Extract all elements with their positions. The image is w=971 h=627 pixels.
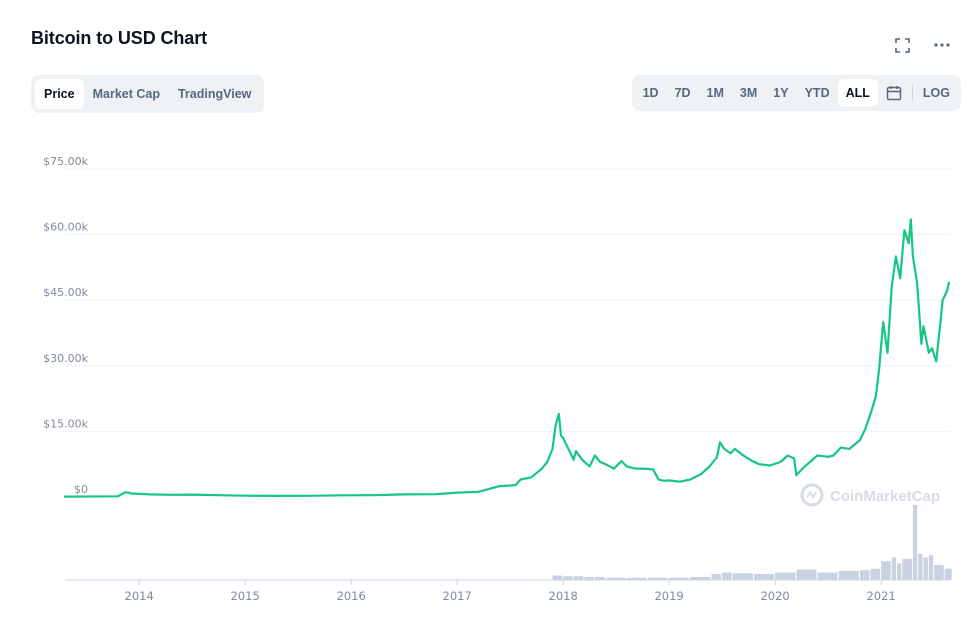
log-scale-toggle[interactable]: LOG	[922, 86, 950, 100]
time-range-selector: 1D 7D 1M 3M 1Y YTD ALL LOG	[631, 75, 961, 111]
range-all[interactable]: ALL	[837, 79, 878, 107]
chart-type-tabs: Price Market Cap TradingView	[31, 75, 265, 113]
volume-bar	[817, 572, 838, 580]
volume-bar	[923, 557, 928, 580]
volume-bar	[669, 577, 690, 580]
range-1d[interactable]: 1D	[642, 86, 659, 100]
range-1m[interactable]: 1M	[706, 86, 724, 100]
volume-bar	[796, 569, 817, 580]
range-divider	[911, 85, 913, 101]
y-tick-label: $30.00k	[43, 352, 88, 365]
volume-bar	[753, 574, 775, 580]
x-tick-label: 2021	[866, 589, 895, 603]
range-1y[interactable]: 1Y	[773, 86, 789, 100]
volume-bar	[711, 574, 722, 580]
range-3m[interactable]: 3M	[739, 86, 758, 100]
tab-tradingview[interactable]: TradingView	[177, 87, 252, 101]
volume-bar	[928, 555, 934, 580]
volume-bar	[859, 570, 870, 580]
watermark: CoinMarketCap	[800, 483, 940, 507]
x-tick-label: 2017	[443, 589, 472, 603]
x-tick-label: 2020	[760, 589, 789, 603]
x-tick-label: 2015	[231, 589, 260, 603]
volume-bar	[594, 577, 605, 580]
more-options-icon[interactable]	[933, 36, 951, 54]
volume-bar	[563, 576, 573, 580]
y-tick-label: $75.00k	[43, 155, 88, 168]
volume-bar	[626, 577, 647, 580]
volume-bar	[732, 573, 753, 580]
grid-lines	[65, 168, 950, 432]
volume-bar	[944, 568, 952, 580]
y-axis-ticks: $0 $15.00k $30.00k $45.00k $60.00k $75.00k	[43, 155, 88, 496]
y-tick-label: $60.00k	[43, 221, 88, 234]
volume-bar	[897, 563, 902, 580]
y-tick-label: $0	[74, 483, 88, 496]
volume-bar	[912, 505, 918, 580]
x-tick-label: 2016	[337, 589, 366, 603]
range-7d[interactable]: 7D	[674, 86, 691, 100]
y-tick-label: $45.00k	[43, 286, 88, 299]
volume-bar	[690, 577, 711, 580]
coinmarketcap-logo-icon	[800, 483, 824, 507]
volume-bar	[552, 575, 563, 580]
watermark-text: CoinMarketCap	[830, 488, 940, 505]
calendar-icon[interactable]	[878, 79, 910, 107]
volume-bar	[918, 553, 923, 580]
volume-bar	[775, 572, 796, 580]
x-axis-ticks: 2014 2015 2016 2017 2018 2019 2020 2021	[125, 580, 896, 603]
volume-bar	[838, 571, 859, 580]
x-tick-label: 2018	[549, 589, 578, 603]
volume-bar	[881, 561, 891, 580]
volume-bar	[584, 577, 594, 580]
volume-bar	[870, 568, 881, 580]
tab-price[interactable]: Price	[35, 79, 84, 109]
range-ytd[interactable]: YTD	[804, 86, 830, 100]
x-tick-label: 2014	[125, 589, 154, 603]
volume-bar	[573, 576, 584, 580]
fullscreen-icon[interactable]	[893, 36, 911, 54]
volume-bar	[605, 577, 626, 580]
x-tick-label: 2019	[654, 589, 683, 603]
volume-bar	[722, 572, 732, 580]
price-series	[63, 218, 950, 498]
volume-bar	[902, 559, 912, 580]
y-tick-label: $15.00k	[43, 417, 88, 430]
volume-bar	[891, 557, 897, 580]
chart-title: Bitcoin to USD Chart	[31, 28, 207, 48]
volume-bars	[552, 505, 952, 580]
volume-bar	[934, 565, 944, 580]
price-line	[63, 218, 950, 498]
tab-market-cap[interactable]: Market Cap	[92, 87, 160, 101]
volume-bar	[647, 577, 669, 580]
